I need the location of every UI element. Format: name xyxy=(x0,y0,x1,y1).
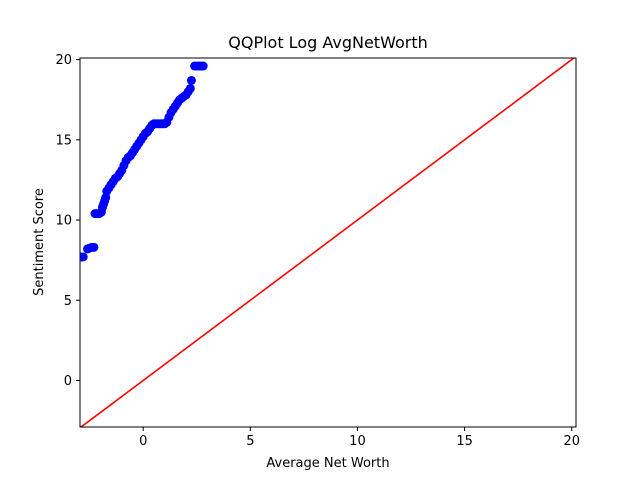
y-tick-label: 5 xyxy=(64,294,72,309)
data-point xyxy=(80,252,88,262)
x-tick-label: 0 xyxy=(139,434,147,449)
x-tick-label: 5 xyxy=(246,434,254,449)
data-point xyxy=(185,83,195,93)
y-axis-label: Sentiment Score xyxy=(32,188,47,296)
y-tick-label: 0 xyxy=(64,374,72,389)
y-tick-label: 15 xyxy=(55,133,72,148)
reference-line xyxy=(80,58,576,427)
axes-frame xyxy=(79,57,577,428)
x-axis-label: Average Net Worth xyxy=(266,456,389,471)
x-tick-label: 15 xyxy=(456,434,473,449)
y-tick-label: 10 xyxy=(55,214,72,229)
data-point xyxy=(186,75,196,85)
chart-title: QQPlot Log AvgNetWorth xyxy=(228,33,427,52)
data-point xyxy=(89,242,99,252)
x-tick-label: 10 xyxy=(349,434,366,449)
y-tick-label: 20 xyxy=(55,53,72,68)
x-tick-label: 20 xyxy=(563,434,580,449)
data-point xyxy=(198,61,208,71)
